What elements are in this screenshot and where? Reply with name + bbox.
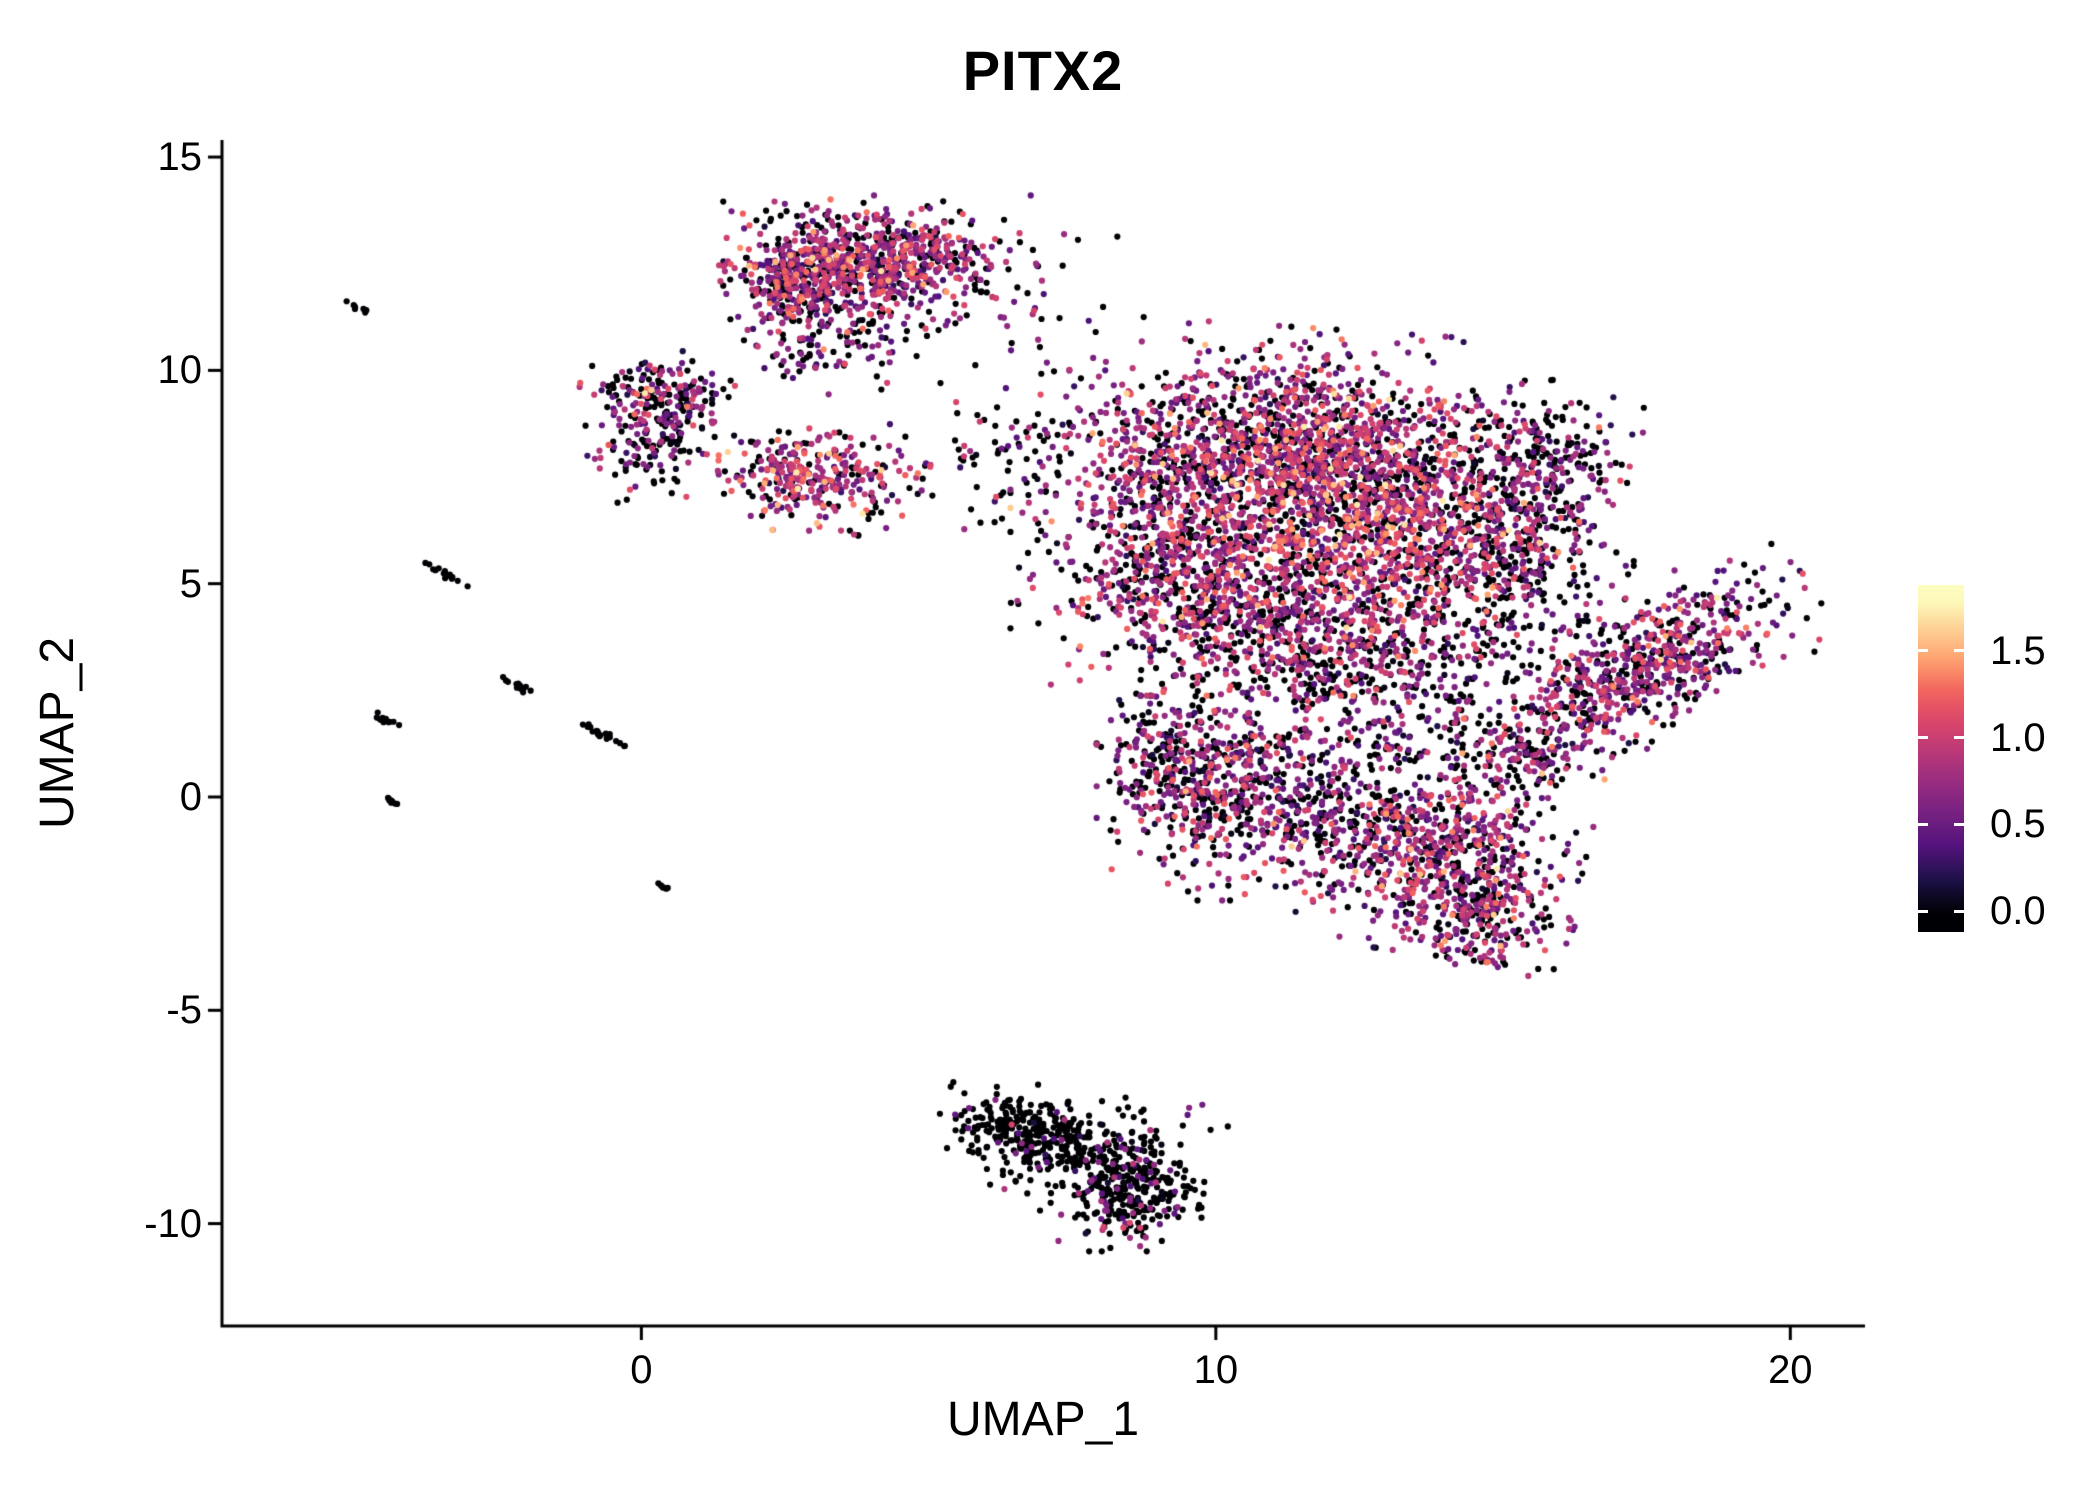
y-tick-label: 15 (157, 135, 203, 180)
y-tick-label: -5 (166, 988, 202, 1033)
y-tick-label: 5 (179, 561, 202, 606)
y-tick-label: 0 (179, 774, 202, 819)
colorbar-tick-mark (1954, 649, 1964, 653)
colorbar-tick-mark (1918, 909, 1928, 913)
y-tick-label: 10 (157, 348, 203, 393)
y-axis-title: UMAP_2 (31, 636, 84, 830)
y-tick-label: -10 (144, 1201, 202, 1246)
colorbar-tick-mark (1918, 822, 1928, 826)
colorbar-tick-label: 1.5 (1990, 628, 2046, 673)
colorbar-tick-label: 1.0 (1990, 715, 2046, 760)
colorbar-gradient (1918, 585, 1964, 932)
colorbar-tick-mark (1954, 736, 1964, 740)
colorbar-tick-mark (1918, 649, 1928, 653)
colorbar-tick-mark (1954, 822, 1964, 826)
colorbar-tick-mark (1954, 909, 1964, 913)
x-tick-label: 20 (1768, 1348, 1813, 1392)
x-axis-title: UMAP_1 (946, 1393, 1140, 1446)
x-tick-label: 10 (1193, 1348, 1239, 1392)
colorbar-tick-label: 0.0 (1990, 889, 2046, 934)
colorbar-tick-mark (1918, 736, 1928, 740)
colorbar-tick-label: 0.5 (1990, 802, 2046, 847)
x-tick-label: 0 (630, 1348, 653, 1392)
plot-title: PITX2 (962, 39, 1124, 102)
